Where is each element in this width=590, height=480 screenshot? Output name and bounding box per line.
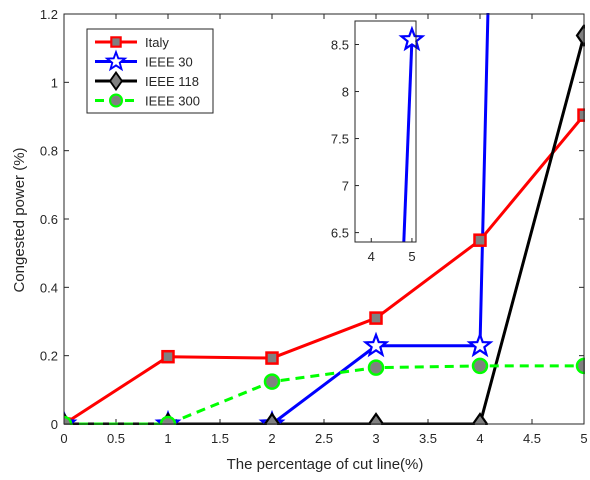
legend-label-ieee-300: IEEE 300 <box>145 94 200 109</box>
x-tick-label: 1 <box>164 431 171 446</box>
x-tick-label: 0.5 <box>107 431 125 446</box>
x-tick-label: 2 <box>268 431 275 446</box>
series-line-italy <box>64 114 585 425</box>
inset-x-tick-label: 4 <box>368 249 375 264</box>
data-point-italy <box>161 349 175 364</box>
x-tick-label: 3 <box>372 431 379 446</box>
y-tick-label: 0.8 <box>40 144 58 159</box>
y-tick-label: 0.6 <box>40 212 58 227</box>
data-point-ieee-300 <box>471 357 489 375</box>
x-axis-label: The percentage of cut line(%) <box>227 456 424 473</box>
inset-y-tick-label: 7.5 <box>331 132 349 147</box>
legend-label-ieee-118: IEEE 118 <box>145 74 199 89</box>
data-point-italy <box>265 351 279 365</box>
legend-label-ieee-30: IEEE 30 <box>145 55 193 70</box>
x-tick-label: 1.5 <box>211 431 229 446</box>
inset-y-tick-label: 6.5 <box>331 226 349 241</box>
y-tick-label: 0 <box>51 417 58 432</box>
legend-marker-ieee-30 <box>104 49 128 72</box>
data-point-ieee-118 <box>367 412 385 425</box>
legend-marker-ieee-300 <box>108 93 124 108</box>
x-tick-label: 0 <box>60 431 67 446</box>
x-tick-label: 4 <box>476 431 483 446</box>
plot-frame <box>63 13 585 425</box>
y-tick-label: 0.4 <box>40 280 58 295</box>
inset-series-group <box>398 25 426 242</box>
x-tick-label: 5 <box>580 431 587 446</box>
x-tick-label: 3.5 <box>419 431 437 446</box>
inset-y-tick-label: 8 <box>342 85 349 100</box>
series-line-ieee-300 <box>64 364 584 425</box>
data-point-italy <box>473 233 487 247</box>
y-tick-label: 1 <box>51 75 58 90</box>
y-axis-label: Congested power (%) <box>11 147 28 292</box>
y-tick-label: 0.2 <box>40 349 58 364</box>
legend: Italy IEEE 30 IEEE 118 IEEE 300 <box>86 28 214 114</box>
inset-axes: 4 5 6.5 7 7.5 8 8.5 <box>331 20 426 264</box>
data-point-ieee-300 <box>263 373 281 390</box>
inset-data-point <box>398 25 426 52</box>
data-point-ieee-118 <box>263 412 281 425</box>
inset-frame <box>354 20 417 243</box>
data-point-ieee-118 <box>471 412 489 425</box>
data-point-ieee-30 <box>466 331 494 358</box>
inset-series-line <box>402 39 414 242</box>
inset-x-tick-label: 5 <box>408 249 415 264</box>
data-point-ieee-300 <box>367 359 385 376</box>
legend-marker-ieee-118 <box>108 70 124 92</box>
inset-y-tick-label: 7 <box>342 179 349 194</box>
inset-y-tick-label: 8.5 <box>331 38 349 53</box>
main-series-layer <box>63 13 585 425</box>
data-point-ieee-30 <box>362 331 390 358</box>
data-point-italy <box>369 311 383 325</box>
x-tick-label: 4.5 <box>523 431 541 446</box>
x-tick-label: 2.5 <box>315 431 333 446</box>
y-tick-label: 1.2 <box>40 7 58 22</box>
legend-label-italy: Italy <box>145 35 169 50</box>
legend-marker-italy <box>110 36 122 48</box>
